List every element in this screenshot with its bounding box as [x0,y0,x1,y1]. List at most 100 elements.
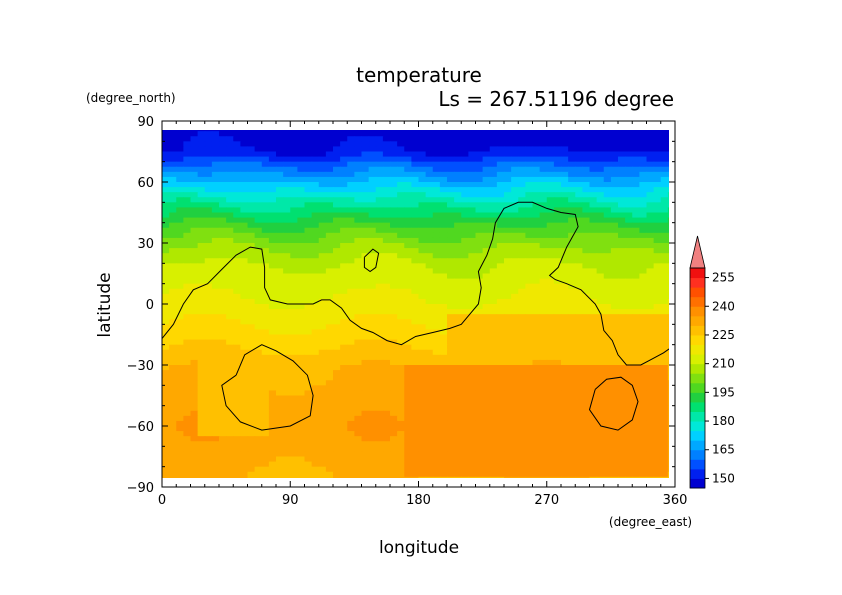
field-cell [589,243,598,249]
field-cell [397,136,405,142]
field-cell [425,385,434,392]
field-cell [219,207,227,214]
field-cell [211,212,220,219]
field-cell [368,395,377,402]
field-cell [268,359,277,366]
field-cell [325,431,334,437]
field-cell [311,349,320,356]
field-cell [603,156,612,163]
field-cell [454,273,462,280]
field-cell [596,176,605,183]
field-cell [318,130,327,132]
field-cell [354,466,363,473]
field-cell [333,339,341,346]
field-cell [468,436,477,442]
field-cell [447,263,455,270]
field-cell [468,324,477,331]
field-cell [589,202,598,209]
field-cell [325,243,334,249]
field-cell [603,380,612,386]
field-cell [568,365,576,371]
field-cell [625,436,633,442]
field-cell [240,176,249,183]
field-cell [368,334,377,341]
field-cell [397,237,405,244]
field-cell [418,420,427,427]
field-cell [532,314,541,320]
x-units-label: (degree_east) [609,515,692,529]
field-cell [311,395,320,402]
field-cell [169,385,177,392]
field-cell [653,380,662,386]
field-cell [261,456,270,463]
field-cell [518,344,526,351]
field-cell [297,380,306,386]
field-cell [233,176,241,183]
field-cell [354,339,363,346]
field-cell [482,354,491,361]
field-cell [268,339,277,346]
field-cell [354,253,363,259]
field-cell [304,217,313,224]
field-cell [169,466,177,473]
field-cell [340,288,348,295]
field-cell [489,441,498,447]
field-cell [325,380,334,386]
field-cell [390,466,398,473]
field-cell [496,243,505,249]
field-cell [646,278,655,285]
field-cell [561,415,569,422]
field-cell [226,130,234,132]
field-cell [561,136,569,142]
field-cell [190,146,199,153]
field-cell [204,176,213,183]
field-cell [411,390,420,397]
field-cell [454,426,462,432]
field-cell [276,161,284,168]
field-cell [240,273,249,280]
field-cell [354,243,363,249]
field-cell [603,426,612,432]
field-cell [397,314,405,320]
field-cell [639,420,648,427]
field-cell [639,314,648,320]
field-cell [390,131,398,137]
field-cell [532,339,541,346]
field-cell [561,141,569,148]
field-cell [589,410,598,417]
field-cell [397,304,405,310]
field-cell [169,192,177,198]
field-cell [283,171,291,178]
field-cell [496,349,505,356]
field-cell [268,243,277,249]
field-cell [240,436,249,442]
field-cell [561,344,569,351]
field-cell [397,359,405,366]
field-cell [254,130,263,132]
field-cell [361,436,370,442]
field-cell [361,207,370,214]
field-cell [247,298,256,305]
field-cell [162,380,170,386]
field-cell [382,268,391,275]
field-cell [254,131,263,137]
field-cell [354,283,363,290]
field-cell [411,141,420,148]
field-cell [318,400,327,407]
field-cell [575,410,583,417]
field-cell [276,141,284,148]
field-cell [290,268,298,275]
field-cell [632,171,640,178]
field-cell [354,370,363,376]
field-cell [233,410,241,417]
field-cell [404,410,412,417]
field-cell [404,187,412,193]
field-cell [283,380,291,386]
field-cell [432,375,441,381]
field-cell [176,334,184,341]
field-cell [546,390,555,397]
field-cell [425,426,434,432]
field-cell [318,207,327,214]
field-cell [447,324,455,331]
field-cell [625,227,633,234]
